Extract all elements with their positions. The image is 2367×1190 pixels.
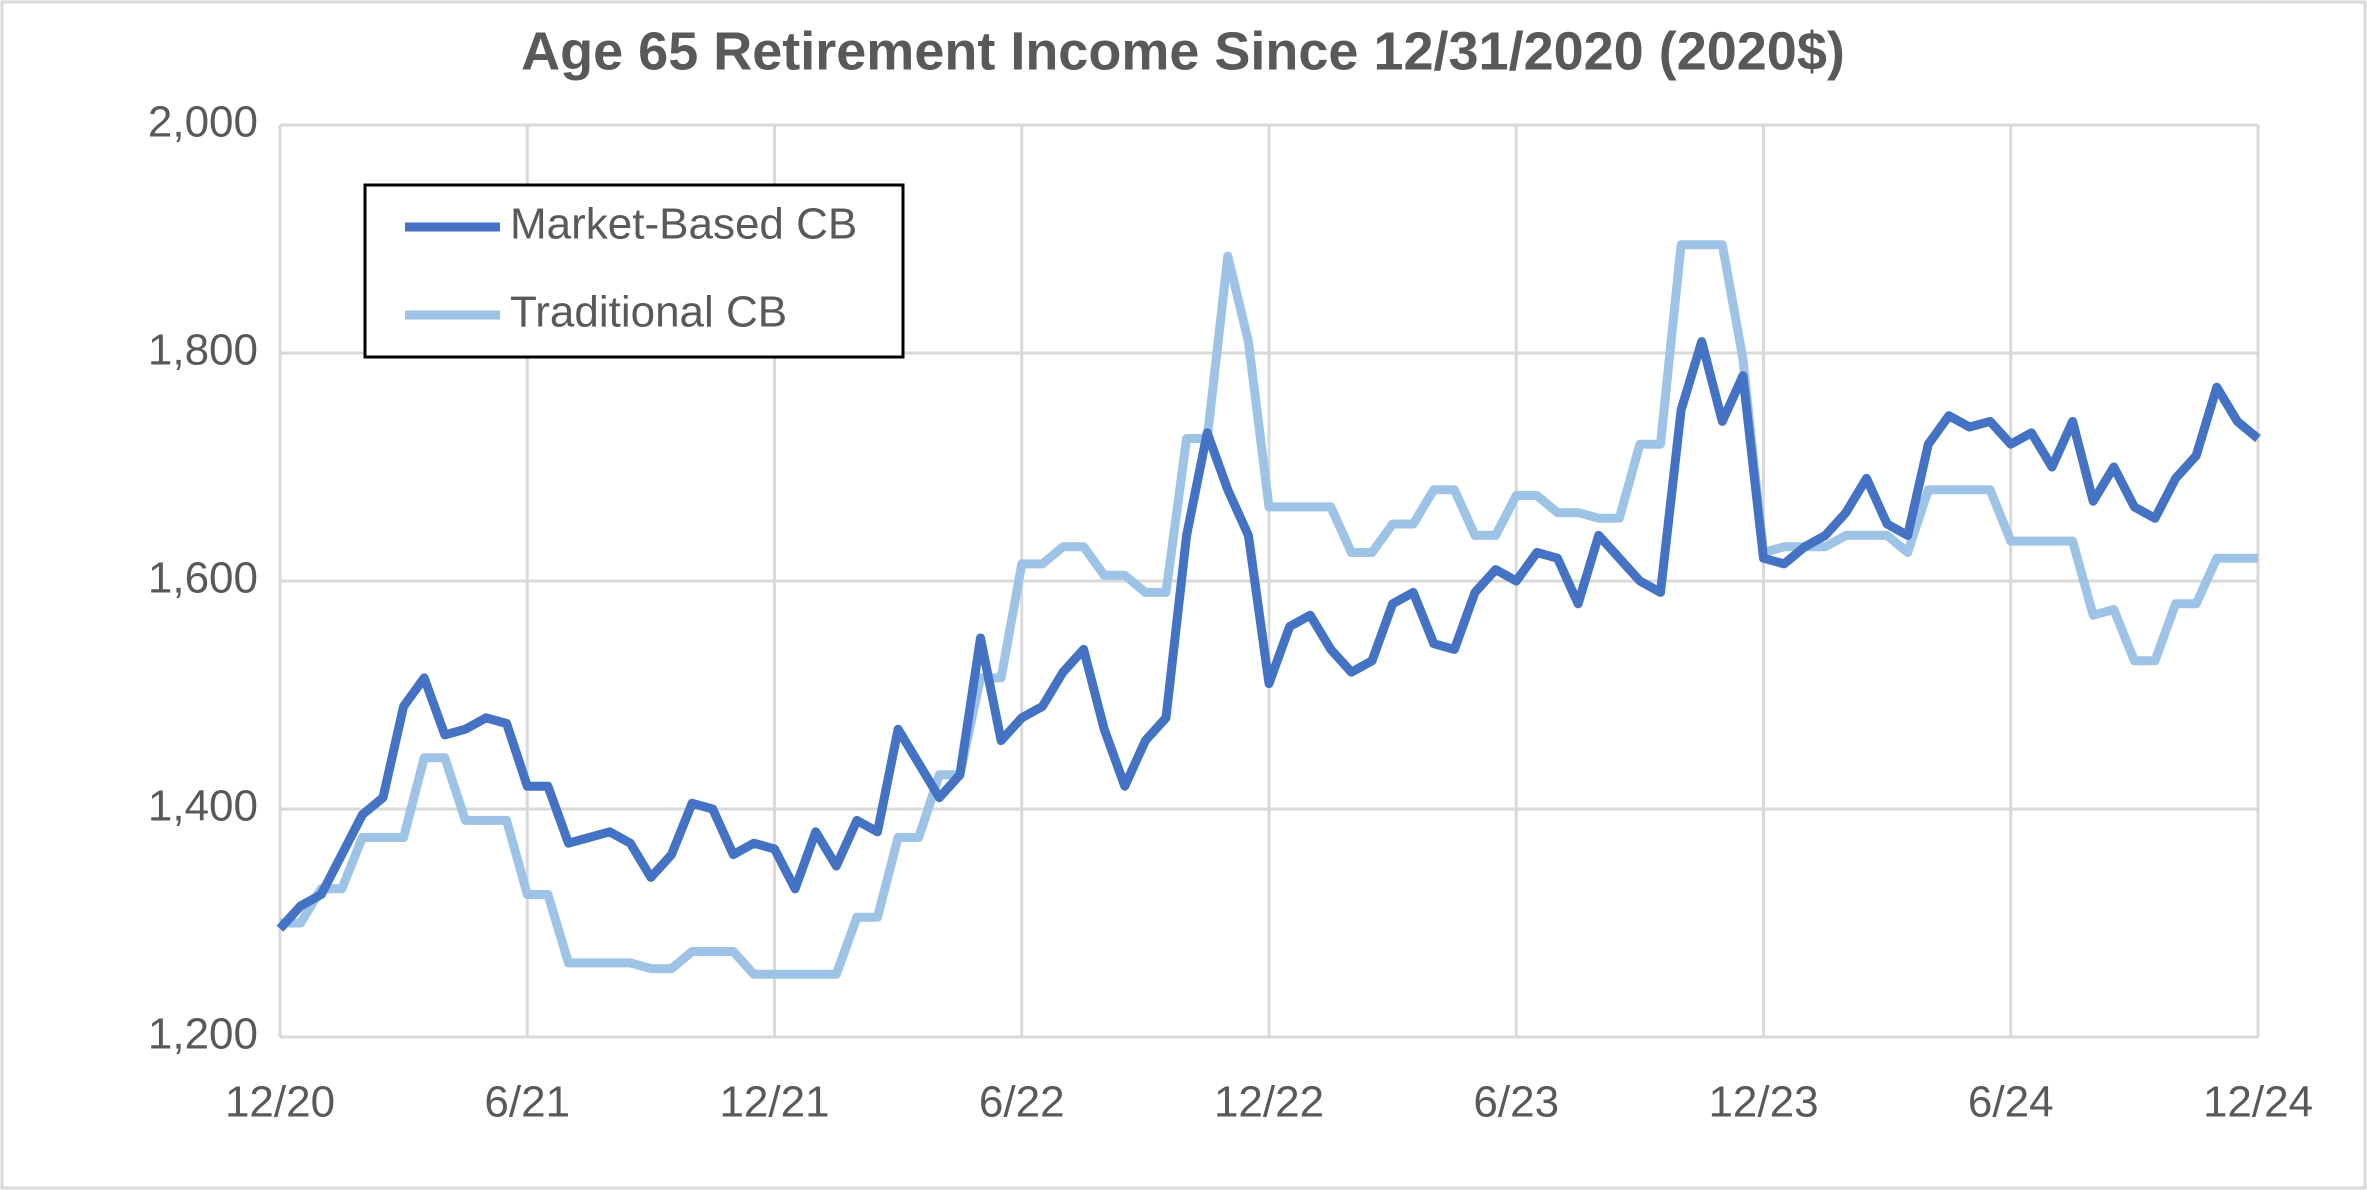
y-tick-label: 1,600 [148, 554, 258, 603]
legend: Market-Based CB Traditional CB [363, 183, 905, 359]
x-tick-label: 6/24 [1968, 1078, 2054, 1127]
x-tick-label: 12/24 [2203, 1078, 2313, 1127]
x-tick-label: 12/23 [1708, 1078, 1818, 1127]
x-tick-label: 12/21 [719, 1078, 829, 1127]
y-tick-label: 1,200 [148, 1010, 258, 1059]
line-series [280, 240, 2258, 979]
x-tick-label: 6/21 [484, 1078, 570, 1127]
legend-label: Market-Based CB [510, 200, 857, 249]
x-tick-label: 12/20 [225, 1078, 335, 1127]
chart-title: Age 65 Retirement Income Since 12/31/202… [521, 21, 1845, 81]
x-tick-label: 6/23 [1473, 1078, 1559, 1127]
y-tick-label: 1,800 [148, 326, 258, 375]
line-series [276, 337, 2261, 932]
y-tick-label: 2,000 [148, 98, 258, 147]
x-tick-label: 12/22 [1214, 1078, 1324, 1127]
legend-label: Traditional CB [510, 288, 787, 337]
legend-box [363, 183, 905, 359]
x-tick-label: 6/22 [979, 1078, 1065, 1127]
y-tick-label: 1,400 [148, 782, 258, 831]
